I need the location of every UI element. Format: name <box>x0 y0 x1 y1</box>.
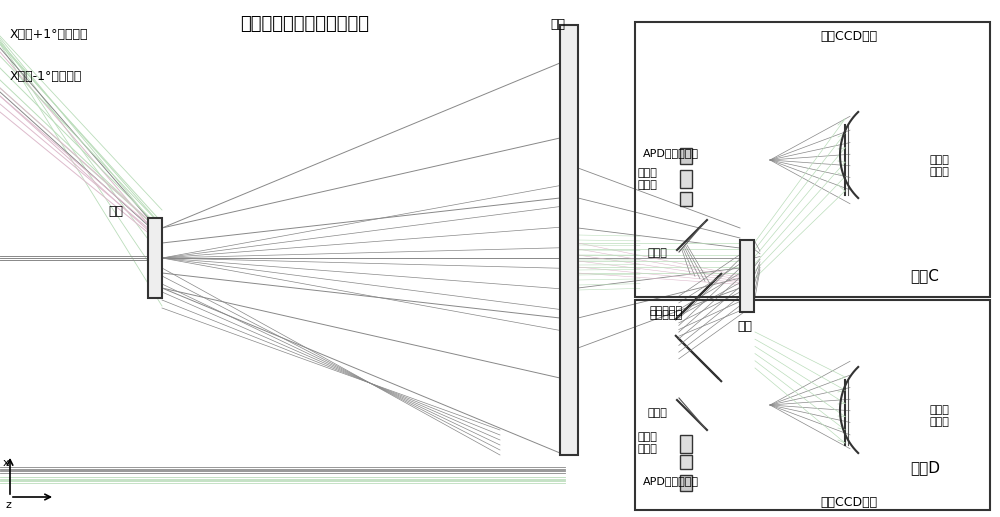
Bar <box>635 22 990 297</box>
Text: X方向-1°视场光束: X方向-1°视场光束 <box>10 70 82 83</box>
Bar <box>680 435 692 453</box>
Text: 视场折转镜: 视场折转镜 <box>650 306 683 316</box>
Text: 面阵CCD相机: 面阵CCD相机 <box>820 496 877 509</box>
Bar <box>680 192 692 206</box>
Text: 面阵成
像通道: 面阵成 像通道 <box>930 405 950 427</box>
Text: 激光接
收通道: 激光接 收通道 <box>638 168 658 190</box>
Bar <box>560 25 578 455</box>
Text: 主镜: 主镜 <box>550 18 566 31</box>
Bar <box>680 455 692 469</box>
Text: 分色片: 分色片 <box>648 248 668 258</box>
Bar <box>148 218 162 298</box>
Text: z: z <box>5 500 11 510</box>
Bar <box>680 170 692 188</box>
Text: 共轴三反非球面无焦望远镜: 共轴三反非球面无焦望远镜 <box>240 15 369 33</box>
Text: 视场折转镜: 视场折转镜 <box>650 310 683 320</box>
Text: 模块C: 模块C <box>910 268 939 283</box>
Text: 激光接
收通道: 激光接 收通道 <box>638 432 658 453</box>
Text: 次镜: 次镜 <box>108 205 123 218</box>
Text: x: x <box>3 458 10 468</box>
Bar <box>635 300 990 510</box>
Text: 面阵CCD相机: 面阵CCD相机 <box>820 30 877 43</box>
Text: X方向+1°视场光束: X方向+1°视场光束 <box>10 28 88 41</box>
Bar <box>740 240 754 312</box>
Text: 面阵成
像通道: 面阵成 像通道 <box>930 155 950 177</box>
Text: APD光电探测器: APD光电探测器 <box>643 148 699 158</box>
Text: 三镜: 三镜 <box>738 320 753 333</box>
Text: 模块D: 模块D <box>910 460 940 475</box>
Bar <box>680 148 692 164</box>
Bar <box>680 475 692 491</box>
Text: 分色片: 分色片 <box>648 408 668 418</box>
Text: APD光电探测器: APD光电探测器 <box>643 476 699 486</box>
